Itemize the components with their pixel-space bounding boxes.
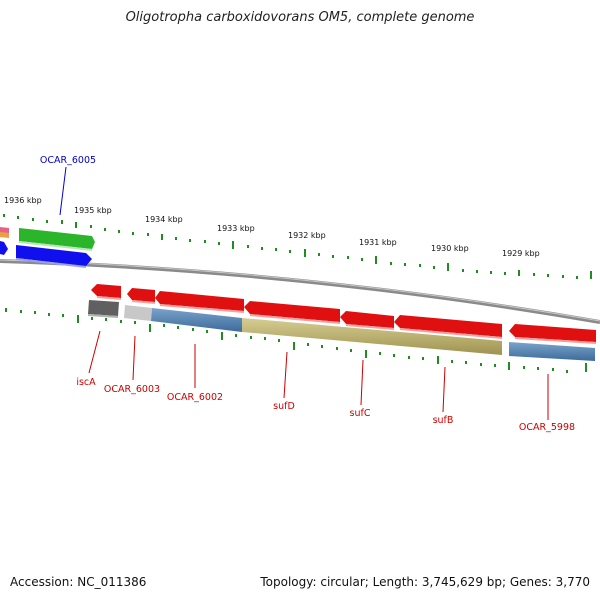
lower-scale-ticks [5,308,587,373]
gene-arrow-red-5 [340,311,394,328]
feature-block-olive [242,318,502,355]
scale-label: 1934 kbp [145,215,183,224]
feature-block-light-gray [124,305,152,321]
gene-arrow-red-2 [127,288,155,302]
scale-label: 1932 kbp [288,231,326,240]
genome-summary: Topology: circular; Length: 3,745,629 bp… [260,575,590,589]
scale-label: 1936 kbp [4,196,42,205]
scale-labels: 1936 kbp 1935 kbp 1934 kbp 1933 kbp 1932… [4,196,540,258]
gene-arrow-red-3 [155,291,244,311]
reverse-strand-gene-shadows [97,296,596,344]
gene-label-sufd: sufD [273,401,295,412]
accession-label: Accession: NC_011386 [10,575,147,589]
reverse-strand-genes [91,284,596,342]
genome-title: Oligotropha carboxidovorans OM5, complet… [125,10,475,25]
feature-block-dark-gray [88,300,119,316]
gene-label-isca: iscA [76,377,96,388]
gene-arrow-green-shadow [19,241,92,251]
gene-label-sufb: sufB [433,415,454,426]
gene-arrow-blue-shadow [16,258,86,268]
gene-arrow-red-7 [509,324,596,342]
gene-arrow-red-1 [91,284,121,298]
feature-blocks [88,300,595,361]
gene-arrow-blue [16,245,92,266]
scale-label: 1935 kbp [74,206,112,215]
gene-arrow-forward-left-stub-orange [0,232,9,238]
gene-label-ocar-6005: OCAR_6005 [40,155,96,166]
gene-label-sufc: sufC [350,408,371,419]
feature-block-blue-1 [151,308,242,332]
gene-arrow-blue-small [0,241,8,255]
scale-label: 1931 kbp [359,238,397,247]
upper-scale-ticks [3,214,592,279]
gene-arrow-red-6 [394,315,502,337]
gene-label-ocar-5998: OCAR_5998 [519,422,575,433]
feature-block-blue-2 [509,342,595,361]
scale-label: 1933 kbp [217,224,255,233]
gene-label-ocar-6002: OCAR_6002 [167,392,223,403]
scale-label: 1930 kbp [431,244,469,253]
gene-label-leaders [59,166,549,420]
gene-arrow-red-4 [244,301,340,322]
scale-label: 1929 kbp [502,249,540,258]
gene-arrow-green [19,228,95,249]
gene-label-ocar-6003: OCAR_6003 [104,384,160,395]
gene-labels: OCAR_6005 iscA OCAR_6003 OCAR_6002 sufD … [40,155,575,433]
forward-strand-genes [0,227,95,268]
